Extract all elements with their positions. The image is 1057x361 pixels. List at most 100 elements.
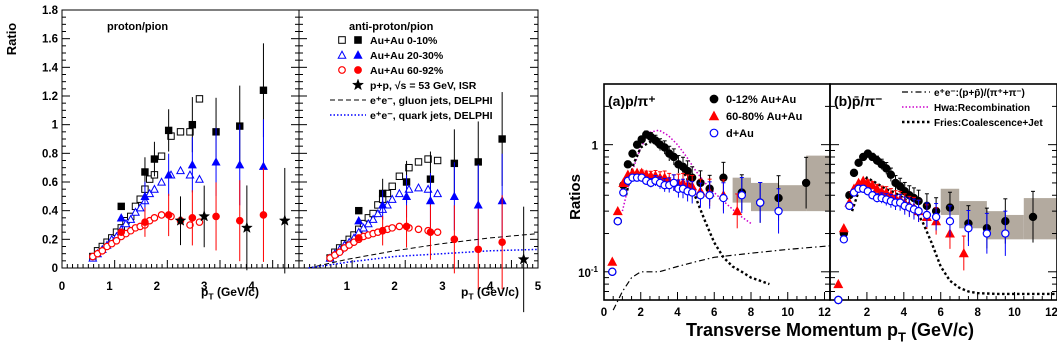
data-point xyxy=(174,214,187,226)
data-point xyxy=(425,195,435,205)
data-point xyxy=(433,156,442,165)
data-point xyxy=(98,247,107,255)
x-tick-label: 4 xyxy=(901,307,908,319)
legend-label: Au+Au 0-10% xyxy=(370,35,438,47)
data-point xyxy=(982,229,992,238)
data-point xyxy=(839,235,849,244)
legend-label: Au+Au 20-30% xyxy=(370,50,444,62)
data-point xyxy=(186,128,194,136)
x-tick-label: 5 xyxy=(535,281,542,293)
data-point xyxy=(719,193,728,203)
series xyxy=(89,95,204,261)
fig1-y-tick-label: 0.6 xyxy=(42,177,58,189)
legend-label: Fries:Coalescence+Jet xyxy=(934,118,1043,129)
panel-title: anti-proton/pion xyxy=(349,21,434,33)
legend-label: Au+Au 60-92% xyxy=(370,65,444,77)
legend-label: Hwa:Recombination xyxy=(934,103,1030,114)
data-point xyxy=(164,211,173,219)
fig1-panel-proton-pion: proton/pion xyxy=(61,9,300,274)
data-point xyxy=(188,120,197,129)
data-point xyxy=(945,217,955,226)
x-tick-label: 12 xyxy=(1045,307,1057,319)
data-point xyxy=(608,267,617,276)
data-point xyxy=(157,152,166,160)
data-point xyxy=(854,158,863,167)
x-tick-label: 8 xyxy=(974,307,981,319)
fig1-y-tick-label: 0 xyxy=(52,263,58,275)
x-tick-label: 10 xyxy=(1008,307,1021,319)
data-point xyxy=(354,234,363,242)
legend-label: e⁺e⁻, gluon jets, DELPHI xyxy=(370,95,493,107)
data-point xyxy=(387,194,397,203)
data-point xyxy=(354,215,364,225)
legend-label: 60-80% Au+Au xyxy=(726,111,802,123)
systematic-band xyxy=(959,201,987,229)
x-tick-label: 4 xyxy=(248,281,255,293)
data-point xyxy=(359,223,369,232)
data-point xyxy=(696,191,705,200)
data-point xyxy=(613,217,622,226)
data-point xyxy=(235,216,244,225)
data-point xyxy=(395,172,404,180)
data-point xyxy=(378,200,388,209)
data-point xyxy=(958,248,969,258)
fig2-panel-a: (a)p/π⁺ xyxy=(603,83,831,311)
x-tick-label: 4 xyxy=(674,307,681,319)
data-point xyxy=(355,206,363,215)
data-point xyxy=(157,177,167,186)
fig1-y-tick-label: 1.8 xyxy=(42,5,59,17)
x-tick-label: 2 xyxy=(391,281,397,293)
data-point xyxy=(705,191,714,200)
data-point xyxy=(498,238,506,247)
legend-marker xyxy=(354,36,362,44)
model-curve xyxy=(612,245,831,311)
data-point xyxy=(774,206,783,216)
x-tick-label: 6 xyxy=(711,307,717,319)
series xyxy=(117,168,268,262)
fig1-y-tick-label: 1.4 xyxy=(42,62,59,74)
data-point xyxy=(517,253,530,265)
systematic-band xyxy=(1005,214,1024,240)
data-point xyxy=(194,174,204,183)
data-point xyxy=(838,223,849,233)
fig1-y-tick-label: 0.2 xyxy=(42,234,58,246)
data-point xyxy=(964,224,973,233)
data-point xyxy=(259,86,268,94)
data-point xyxy=(116,213,126,222)
x-tick-label: 1 xyxy=(106,281,113,293)
data-point xyxy=(931,212,941,222)
data-point xyxy=(141,218,149,226)
series xyxy=(834,149,1038,305)
data-point xyxy=(335,248,344,257)
series xyxy=(174,167,291,274)
data-point xyxy=(388,224,397,232)
series xyxy=(608,173,783,276)
data-point xyxy=(140,191,150,200)
x-tick-label: 8 xyxy=(748,307,755,319)
data-point xyxy=(922,210,932,220)
data-point xyxy=(732,205,743,216)
x-tick-label: 12 xyxy=(818,307,831,319)
legend-marker xyxy=(354,66,362,74)
fig1-y-tick-label: 0.8 xyxy=(42,148,59,160)
data-point xyxy=(388,182,396,191)
data-point xyxy=(474,245,483,254)
data-point xyxy=(126,214,136,223)
data-point xyxy=(150,214,159,222)
data-point xyxy=(882,164,891,173)
series xyxy=(517,206,530,313)
x-tick-label: 3 xyxy=(201,281,207,293)
legend-label: d+Au xyxy=(726,128,754,140)
data-point xyxy=(402,222,411,231)
legend-marker xyxy=(337,50,347,59)
fig2-y-tick-label: 10-1 xyxy=(578,265,598,280)
data-point xyxy=(607,256,618,266)
data-point xyxy=(141,168,149,176)
data-point xyxy=(117,202,125,211)
data-point xyxy=(373,208,383,218)
x-tick-label: 6 xyxy=(938,307,944,319)
data-point xyxy=(423,184,433,193)
data-point xyxy=(849,168,859,178)
